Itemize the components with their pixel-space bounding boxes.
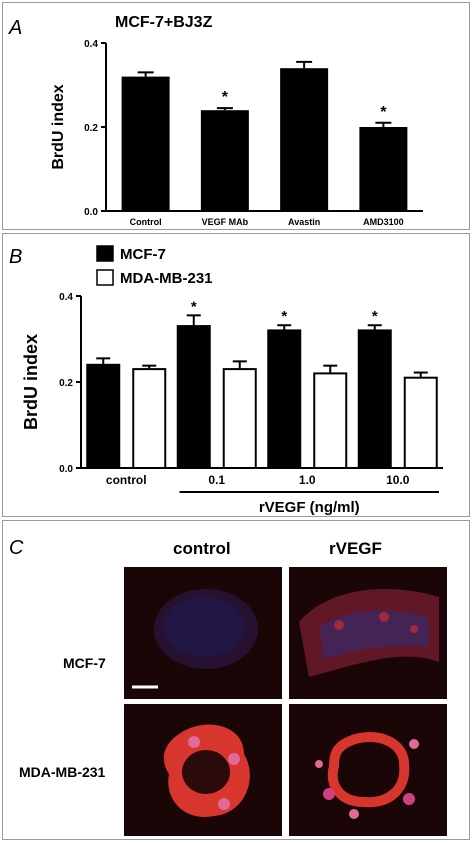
bar [176, 325, 211, 469]
column-label-rvegf: rVEGF [329, 539, 382, 558]
x-tick-label: control [106, 473, 147, 487]
x-tick-label: AMD3100 [363, 217, 404, 227]
y-tick-label: 0.2 [59, 378, 73, 389]
bar [359, 127, 408, 211]
legend-swatch [96, 269, 114, 286]
panel-b-label: B [9, 246, 23, 268]
bar [86, 363, 121, 469]
x-tick-label: 1.0 [299, 473, 316, 487]
bar [222, 368, 257, 470]
y-axis-label: BrdU index [50, 84, 67, 169]
bar [200, 110, 249, 211]
y-tick-label: 0.2 [84, 123, 98, 134]
legend-label: MCF-7 [120, 246, 166, 263]
significance-marker: * [281, 308, 287, 325]
significance-marker: * [372, 308, 378, 325]
bar [357, 329, 392, 470]
row-label-mcf7: MCF-7 [63, 655, 106, 671]
bar [403, 376, 438, 469]
legend-label: MDA-MB-231 [120, 270, 213, 287]
panel-c: C control rVEGF MCF-7 MDA-MB-231 [2, 520, 470, 840]
x-tick-label: 0.1 [208, 473, 225, 487]
chart-a-title: MCF-7+BJ3Z [115, 14, 213, 31]
micrograph-mcf7-control [124, 567, 282, 699]
bar [267, 329, 302, 470]
y-tick-label: 0.0 [84, 207, 98, 218]
x-tick-label: Control [130, 217, 162, 227]
column-label-control: control [173, 539, 231, 558]
x-tick-label: VEGF MAb [202, 217, 249, 227]
panel-a: A MCF-7+BJ3Z 0.0 0.2 0.4 BrdU index Control * V… [2, 2, 470, 230]
panel-c-label: C [9, 537, 24, 559]
chart-a: MCF-7+BJ3Z 0.0 0.2 0.4 BrdU index Control * VEG… [50, 14, 423, 227]
y-tick-label: 0.4 [59, 292, 73, 303]
y-tick-label: 0.4 [84, 39, 98, 50]
micrograph-mdamb231-control [124, 704, 282, 836]
micrograph-mdamb231-rvegf [289, 704, 447, 836]
bar [313, 372, 348, 469]
bar [132, 368, 167, 470]
significance-marker: * [222, 89, 229, 106]
group-label: rVEGF (ng/ml) [259, 499, 360, 516]
row-label-mdamb231: MDA-MB-231 [19, 764, 106, 780]
legend-swatch [96, 245, 114, 262]
micrograph-mcf7-rvegf [289, 567, 447, 699]
significance-marker: * [380, 104, 387, 121]
bar [280, 68, 329, 211]
x-tick-label: Avastin [288, 217, 320, 227]
panel-a-label: A [9, 17, 23, 39]
chart-b: MCF-7 MDA-MB-231 0.0 0.2 0.4 BrdU index contro… [21, 245, 443, 516]
y-tick-label: 0.0 [59, 464, 73, 475]
bar [121, 76, 170, 211]
y-axis-label: BrdU index [21, 334, 41, 430]
significance-marker: * [191, 298, 197, 315]
panel-b: B MCF-7 MDA-MB-231 0.0 0.2 0.4 BrdU index cont… [2, 233, 470, 517]
x-tick-label: 10.0 [386, 473, 410, 487]
